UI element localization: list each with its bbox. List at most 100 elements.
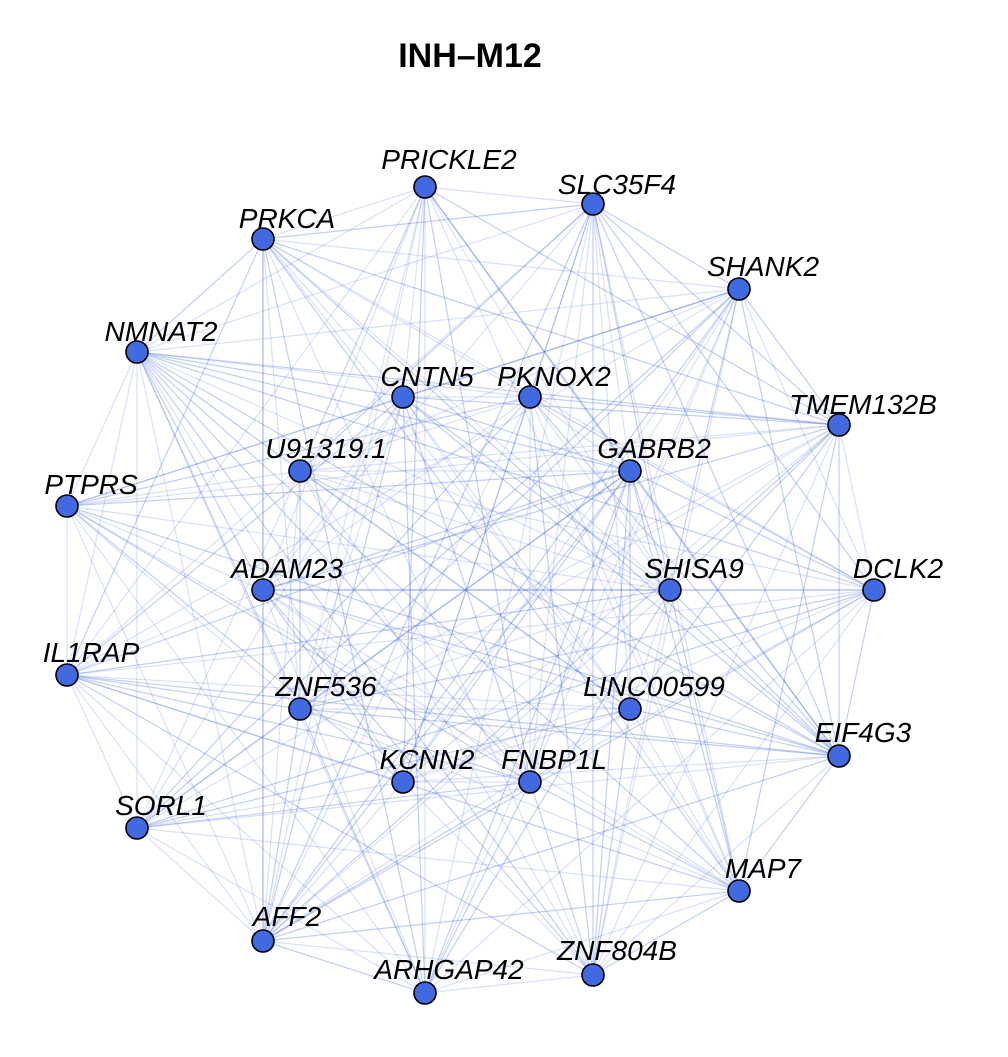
edge — [424, 186, 740, 892]
edge — [402, 396, 840, 757]
edge — [592, 890, 740, 976]
edge — [66, 505, 264, 942]
edge — [66, 288, 740, 676]
edge — [592, 203, 740, 290]
edge — [669, 589, 740, 892]
edge — [838, 589, 875, 757]
edge — [299, 186, 426, 472]
node-znf536 — [288, 697, 312, 721]
edge — [136, 351, 404, 783]
edge — [66, 505, 301, 710]
edge — [262, 890, 740, 942]
edge — [299, 708, 531, 783]
node-map7 — [727, 879, 751, 903]
edge — [66, 505, 426, 994]
edge — [592, 708, 631, 976]
edge — [299, 708, 426, 994]
edge — [136, 288, 740, 353]
node-znf804b — [581, 963, 605, 987]
edge — [299, 470, 531, 783]
edge — [262, 781, 404, 942]
node-label: ADAM23 — [229, 553, 343, 584]
node-label: NMNAT2 — [104, 316, 217, 347]
edge — [299, 288, 740, 710]
node-gabrb2 — [618, 459, 642, 483]
edge — [424, 203, 594, 994]
edge — [262, 186, 426, 591]
edge — [262, 708, 631, 942]
edge — [424, 974, 594, 994]
edge — [738, 288, 840, 757]
edge — [299, 396, 404, 710]
node-dclk2 — [862, 578, 886, 602]
node-label: AFF2 — [251, 901, 322, 932]
nodes-layer — [55, 175, 886, 1005]
edge — [66, 505, 531, 783]
node-eif4g3 — [827, 744, 851, 768]
edge — [629, 708, 740, 892]
edge — [136, 470, 631, 829]
edge — [262, 424, 840, 942]
edge — [66, 470, 631, 507]
node-cntn5 — [391, 385, 415, 409]
edge — [529, 396, 631, 472]
edge — [136, 708, 631, 829]
edge — [402, 396, 840, 426]
edge — [402, 288, 740, 398]
edge — [136, 781, 404, 829]
edge — [262, 589, 740, 892]
edge — [402, 396, 631, 710]
node-adam23 — [251, 578, 275, 602]
edge — [66, 203, 594, 676]
edge — [402, 470, 631, 783]
edge — [262, 589, 671, 942]
edge — [136, 781, 531, 829]
edge — [738, 288, 875, 591]
edge — [629, 470, 671, 591]
edge — [136, 351, 404, 398]
edge — [66, 589, 671, 676]
edge — [592, 589, 671, 976]
edge — [262, 589, 426, 994]
edge — [66, 505, 740, 892]
edge — [136, 351, 531, 783]
edge — [262, 470, 631, 942]
edge — [299, 186, 426, 710]
edge — [299, 470, 875, 591]
edge — [424, 589, 671, 994]
edge — [424, 890, 740, 994]
edge — [262, 186, 426, 240]
edge — [66, 396, 404, 676]
edge — [402, 396, 531, 783]
edge — [66, 674, 426, 994]
edge — [262, 940, 594, 976]
edge — [529, 396, 671, 591]
edge — [262, 396, 531, 942]
edge — [262, 238, 631, 710]
edge — [262, 781, 531, 942]
node-label: LINC00599 — [583, 671, 725, 702]
edge — [529, 781, 594, 976]
edge — [262, 238, 740, 892]
edge — [299, 470, 594, 976]
node-slc35f4 — [581, 192, 605, 216]
edge — [299, 470, 671, 591]
edge — [66, 396, 531, 507]
edge — [136, 351, 840, 757]
edge — [299, 470, 631, 710]
labels-layer: PRICKLE2 SLC35F4 PRKCA SHANK2 NMNAT2 CNTN5 PKN… — [43, 144, 944, 985]
edge — [66, 424, 840, 507]
edge — [738, 755, 840, 892]
node-ptprs — [55, 494, 79, 518]
edge — [136, 396, 404, 829]
edge — [299, 589, 671, 710]
node-nmnat2 — [125, 340, 149, 364]
edge — [592, 203, 875, 591]
edge — [262, 940, 426, 994]
node-label: PRKCA — [239, 203, 335, 234]
edge — [262, 589, 531, 783]
node-label: SHANK2 — [707, 251, 819, 282]
edge — [136, 203, 594, 353]
edge — [262, 589, 875, 942]
edge — [66, 589, 264, 676]
